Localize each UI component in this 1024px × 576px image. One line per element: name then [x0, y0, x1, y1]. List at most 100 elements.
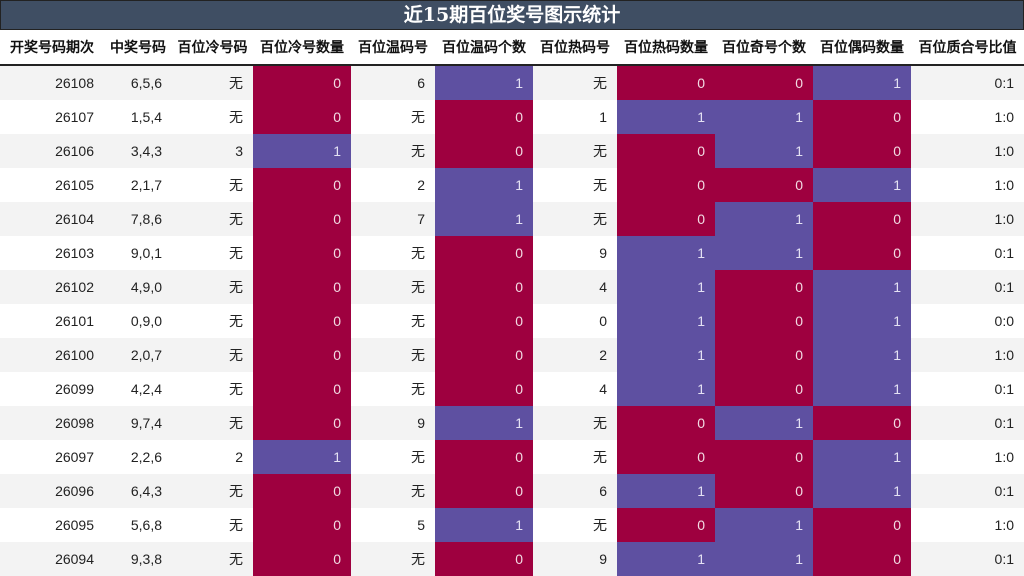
- table-cell: 0:1: [911, 236, 1024, 270]
- table-cell: 3,4,3: [104, 134, 172, 168]
- table-cell: 0: [715, 440, 813, 474]
- table-cell: 0: [435, 236, 533, 270]
- table-cell: 0: [813, 508, 911, 542]
- table-cell: 1: [435, 65, 533, 100]
- table-cell: 0: [813, 100, 911, 134]
- column-header: 百位温码号: [351, 30, 435, 66]
- table-row: 26108 6,5,6 无 0 6 1 无 0 0 1 0:1: [0, 65, 1024, 100]
- table-cell: 无: [351, 338, 435, 372]
- table-cell: 1: [715, 542, 813, 576]
- table-cell: 1: [813, 168, 911, 202]
- table-cell: 无: [533, 406, 617, 440]
- table-cell: 0: [715, 270, 813, 304]
- table-cell: 2,2,6: [104, 440, 172, 474]
- table-cell: 1: [435, 202, 533, 236]
- table-cell: 无: [533, 202, 617, 236]
- table-cell: 1: [533, 100, 617, 134]
- table-cell: 0: [715, 474, 813, 508]
- table-cell: 1: [435, 406, 533, 440]
- table-cell: 1,5,4: [104, 100, 172, 134]
- table-cell: 无: [172, 65, 253, 100]
- table-cell: 1: [617, 338, 715, 372]
- table-cell: 0: [813, 406, 911, 440]
- table-cell: 2: [533, 338, 617, 372]
- table-cell: 无: [172, 270, 253, 304]
- table-cell: 无: [172, 202, 253, 236]
- table-cell: 4: [533, 270, 617, 304]
- table-cell: 无: [533, 508, 617, 542]
- column-header: 百位奇号个数: [715, 30, 813, 66]
- table-cell: 无: [172, 372, 253, 406]
- stats-table: 开奖号码期次 中奖号码 百位冷号码 百位冷号数量 百位温码号 百位温码个数 百位热码号 百位热…: [0, 30, 1024, 576]
- table-cell: 4,2,4: [104, 372, 172, 406]
- table-cell: 0: [617, 406, 715, 440]
- table-cell: 1:0: [911, 134, 1024, 168]
- table-cell: 无: [172, 338, 253, 372]
- table-cell: 无: [172, 304, 253, 338]
- table-cell: 0: [617, 508, 715, 542]
- table-cell: 1: [617, 542, 715, 576]
- column-header: 百位热码号: [533, 30, 617, 66]
- table-cell: 0: [253, 338, 351, 372]
- table-cell: 1: [617, 270, 715, 304]
- table-cell: 26095: [0, 508, 104, 542]
- table-cell: 1: [813, 304, 911, 338]
- table-cell: 26099: [0, 372, 104, 406]
- table-cell: 1: [813, 338, 911, 372]
- table-cell: 0: [435, 338, 533, 372]
- table-row: 26101 0,9,0 无 0 无 0 0 1 0 1 0:0: [0, 304, 1024, 338]
- table-cell: 26096: [0, 474, 104, 508]
- table-cell: 0: [813, 236, 911, 270]
- table-cell: 无: [172, 168, 253, 202]
- table-title: 近15期百位奖号图示统计: [0, 0, 1024, 30]
- table-cell: 0:1: [911, 474, 1024, 508]
- table-cell: 0:1: [911, 372, 1024, 406]
- table-cell: 1: [617, 474, 715, 508]
- table-cell: 9,3,8: [104, 542, 172, 576]
- table-cell: 0: [253, 508, 351, 542]
- table-cell: 0: [715, 372, 813, 406]
- table-cell: 无: [172, 542, 253, 576]
- table-cell: 26103: [0, 236, 104, 270]
- table-cell: 0: [435, 304, 533, 338]
- table-cell: 26097: [0, 440, 104, 474]
- table-cell: 5,6,8: [104, 508, 172, 542]
- table-cell: 9: [533, 236, 617, 270]
- table-cell: 2,0,7: [104, 338, 172, 372]
- table-row: 26098 9,7,4 无 0 9 1 无 0 1 0 0:1: [0, 406, 1024, 440]
- table-cell: 1: [253, 134, 351, 168]
- table-cell: 2,1,7: [104, 168, 172, 202]
- table-cell: 9,7,4: [104, 406, 172, 440]
- table-cell: 0: [435, 474, 533, 508]
- table-cell: 9,0,1: [104, 236, 172, 270]
- table-row: 26102 4,9,0 无 0 无 0 4 1 0 1 0:1: [0, 270, 1024, 304]
- table-row: 26094 9,3,8 无 0 无 0 9 1 1 0 0:1: [0, 542, 1024, 576]
- table-row: 26105 2,1,7 无 0 2 1 无 0 0 1 1:0: [0, 168, 1024, 202]
- table-cell: 0,9,0: [104, 304, 172, 338]
- table-cell: 无: [351, 270, 435, 304]
- table-cell: 0: [813, 542, 911, 576]
- table-cell: 26098: [0, 406, 104, 440]
- table-row: 26104 7,8,6 无 0 7 1 无 0 1 0 1:0: [0, 202, 1024, 236]
- column-header: 百位冷号码: [172, 30, 253, 66]
- table-cell: 无: [172, 508, 253, 542]
- table-cell: 1: [813, 372, 911, 406]
- table-cell: 无: [351, 236, 435, 270]
- table-cell: 6,5,6: [104, 65, 172, 100]
- table-cell: 0: [253, 406, 351, 440]
- table-cell: 4: [533, 372, 617, 406]
- table-row: 26100 2,0,7 无 0 无 0 2 1 0 1 1:0: [0, 338, 1024, 372]
- table-cell: 5: [351, 508, 435, 542]
- table-cell: 0: [813, 202, 911, 236]
- table-cell: 1: [715, 100, 813, 134]
- table-cell: 0: [617, 168, 715, 202]
- table-cell: 0: [435, 100, 533, 134]
- table-cell: 0: [435, 440, 533, 474]
- table-cell: 0: [253, 65, 351, 100]
- table-cell: 0: [253, 270, 351, 304]
- table-cell: 0: [617, 65, 715, 100]
- table-cell: 0: [435, 372, 533, 406]
- table-cell: 0: [617, 134, 715, 168]
- table-cell: 2: [351, 168, 435, 202]
- table-cell: 26108: [0, 65, 104, 100]
